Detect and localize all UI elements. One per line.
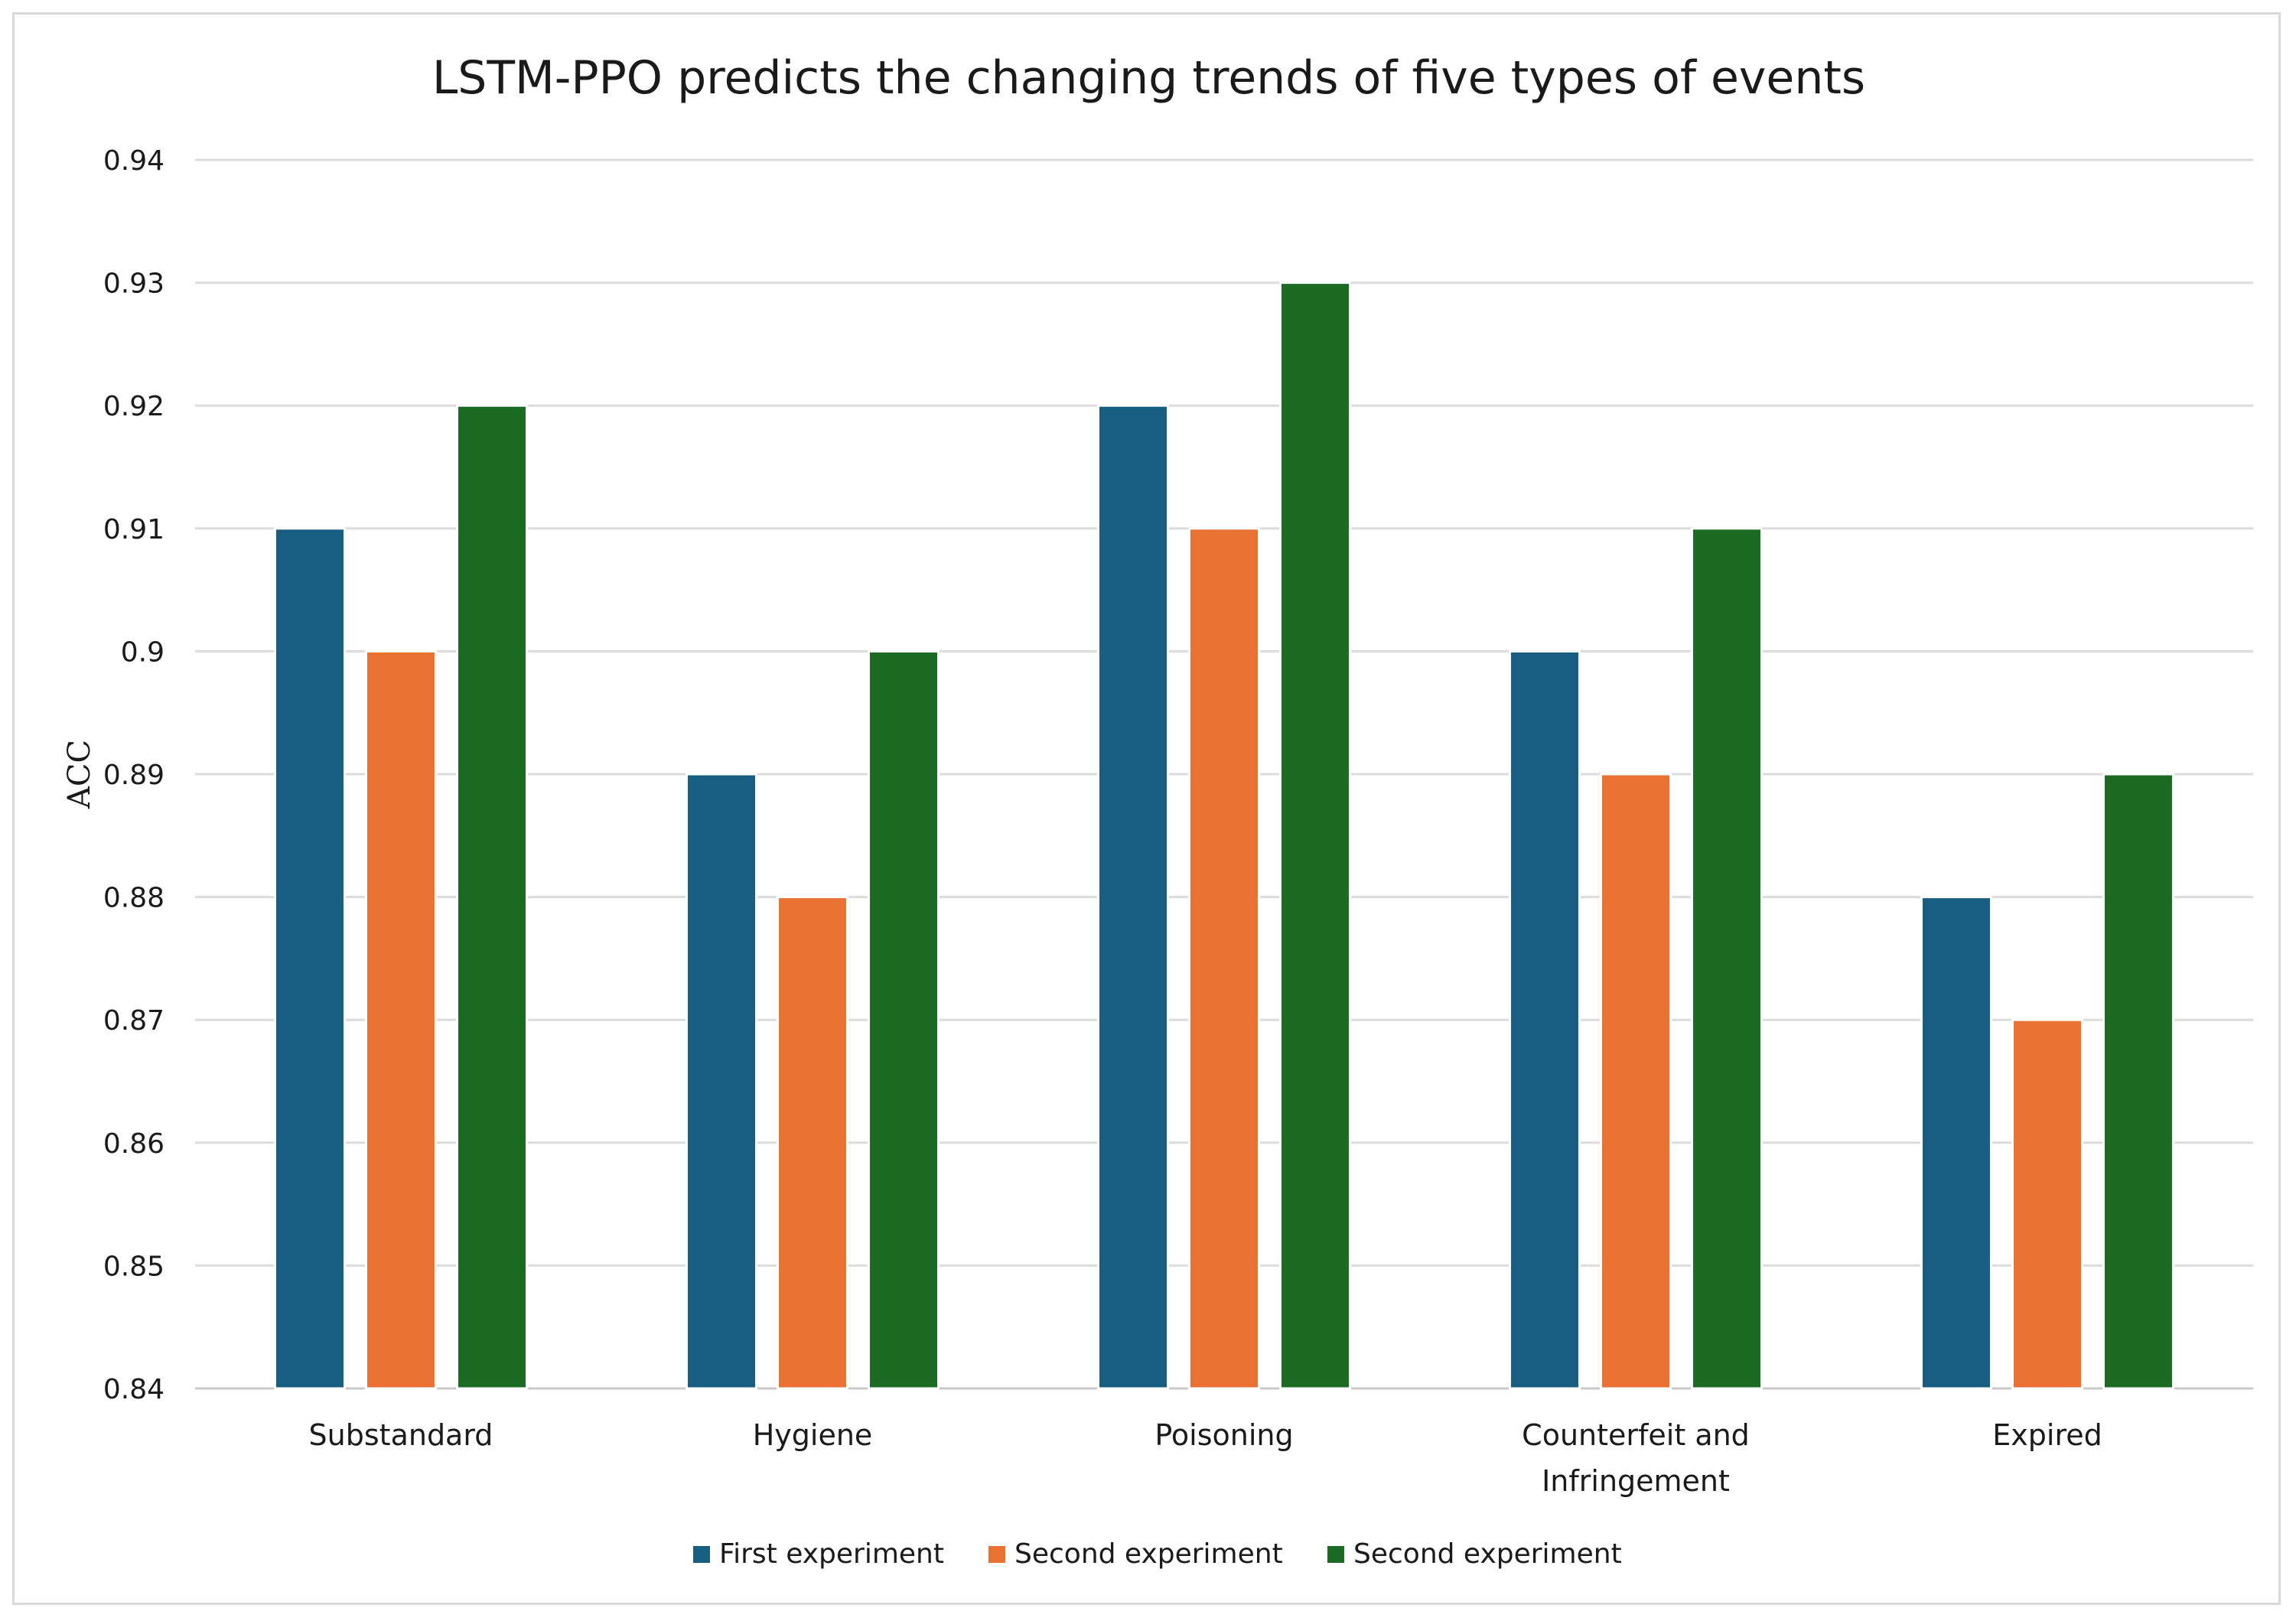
bar-1-1 bbox=[274, 527, 346, 1390]
y-tick-label: 0.88 bbox=[103, 883, 164, 914]
bar-2-5 bbox=[2011, 1018, 2083, 1390]
bar-1-3 bbox=[1097, 404, 1169, 1390]
legend-swatch bbox=[988, 1546, 1005, 1563]
bar-2-2 bbox=[777, 896, 848, 1390]
y-tick-label: 0.94 bbox=[103, 145, 164, 177]
bar-2-1 bbox=[365, 649, 437, 1390]
bar-1-2 bbox=[686, 773, 757, 1390]
legend-label: Second experiment bbox=[1014, 1538, 1283, 1570]
bar-3-4 bbox=[1691, 527, 1763, 1390]
bar-chart: LSTM-PPO predicts the changing trends of… bbox=[62, 51, 2253, 1570]
chart-frame: LSTM-PPO predicts the changing trends of… bbox=[12, 12, 2281, 1605]
category-label: Counterfeit and Infringement bbox=[1522, 1418, 1750, 1498]
bar-1-5 bbox=[1920, 896, 1992, 1390]
bar-3-3 bbox=[1279, 282, 1351, 1390]
y-axis-label: ACC bbox=[62, 740, 97, 809]
y-tick-label: 0.93 bbox=[103, 269, 164, 300]
bar-3-5 bbox=[2102, 773, 2174, 1390]
x-axis-categories: Substandard Hygiene Poisoning Counterfeit a… bbox=[309, 1418, 2102, 1498]
bars bbox=[274, 282, 2174, 1390]
y-tick-label: 0.9 bbox=[121, 636, 164, 668]
legend-swatch bbox=[1327, 1546, 1344, 1563]
bar-2-3 bbox=[1188, 527, 1260, 1390]
y-tick-label: 0.91 bbox=[103, 514, 164, 545]
bar-1-4 bbox=[1509, 649, 1581, 1390]
bar-3-2 bbox=[868, 649, 940, 1390]
category-label: Poisoning bbox=[1155, 1418, 1293, 1452]
y-tick-label: 0.85 bbox=[103, 1251, 164, 1282]
category-label: Substandard bbox=[309, 1418, 493, 1452]
category-label: Hygiene bbox=[753, 1418, 873, 1452]
bar-2-4 bbox=[1600, 773, 1672, 1390]
category-label: Expired bbox=[1992, 1418, 2102, 1452]
y-axis-ticks: 0.84 0.85 0.86 0.87 0.88 0.89 0.9 0.91 0.92 0.93 0… bbox=[103, 145, 164, 1405]
legend: First experiment Second experiment Second … bbox=[693, 1538, 1622, 1570]
y-tick-label: 0.87 bbox=[103, 1005, 164, 1037]
legend-swatch bbox=[693, 1546, 710, 1563]
y-tick-label: 0.84 bbox=[103, 1374, 164, 1405]
y-tick-label: 0.86 bbox=[103, 1128, 164, 1160]
y-tick-label: 0.92 bbox=[103, 391, 164, 422]
legend-label: Second experiment bbox=[1353, 1538, 1622, 1570]
bar-3-1 bbox=[456, 404, 528, 1390]
chart-title: LSTM-PPO predicts the changing trends of… bbox=[432, 51, 1865, 105]
y-tick-label: 0.89 bbox=[103, 760, 164, 791]
legend-label: First experiment bbox=[719, 1538, 944, 1570]
